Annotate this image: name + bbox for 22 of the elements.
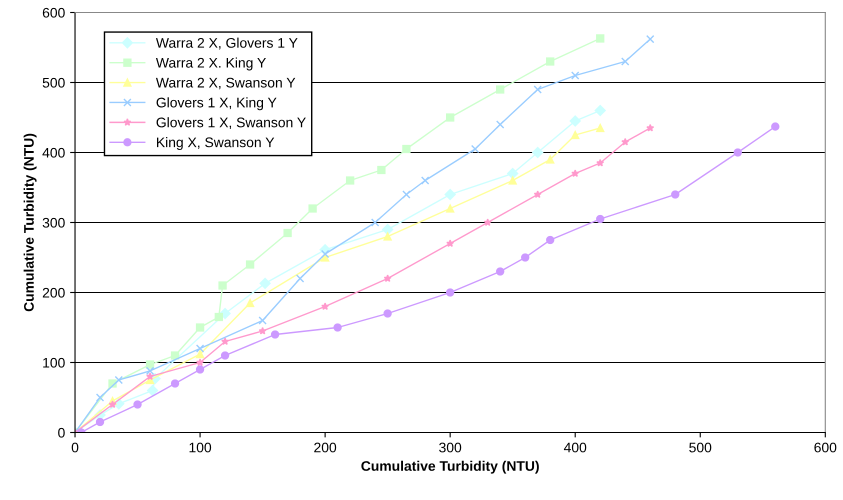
y-tick-label: 400 bbox=[42, 148, 65, 158]
legend-label: Warra 2 X, Glovers 1 Y bbox=[156, 38, 298, 50]
x-tick-label: 600 bbox=[814, 442, 836, 452]
legend-label: King X, Swanson Y bbox=[157, 137, 274, 150]
legend-label: Glovers 1 X, King Y bbox=[156, 97, 277, 110]
x-axis-title: Cumulative Turbidity (NTU) bbox=[361, 460, 539, 474]
x-tick-label: 100 bbox=[190, 442, 212, 452]
x-tick-label: 500 bbox=[689, 442, 712, 452]
legend-label: Glovers 1 X, Swanson Y bbox=[156, 117, 306, 130]
legend-label: Warra 2 X, Swanson Y bbox=[156, 78, 296, 90]
y-tick-label: 500 bbox=[42, 78, 65, 88]
y-tick-label: 300 bbox=[42, 218, 65, 228]
y-tick-label: 600 bbox=[42, 8, 65, 18]
x-tick-label: 300 bbox=[439, 442, 462, 452]
x-tick-label: 400 bbox=[564, 442, 586, 452]
y-tick-label: 0 bbox=[58, 428, 65, 438]
y-axis-title: Cumulative Turbidity (NTU) bbox=[24, 134, 37, 312]
y-tick-label: 200 bbox=[42, 288, 65, 298]
x-tick-label: 0 bbox=[72, 442, 78, 452]
y-tick-label: 100 bbox=[43, 358, 65, 368]
x-tick-label: 200 bbox=[314, 442, 336, 452]
legend-label: Warra 2 X. King Y bbox=[156, 57, 266, 70]
